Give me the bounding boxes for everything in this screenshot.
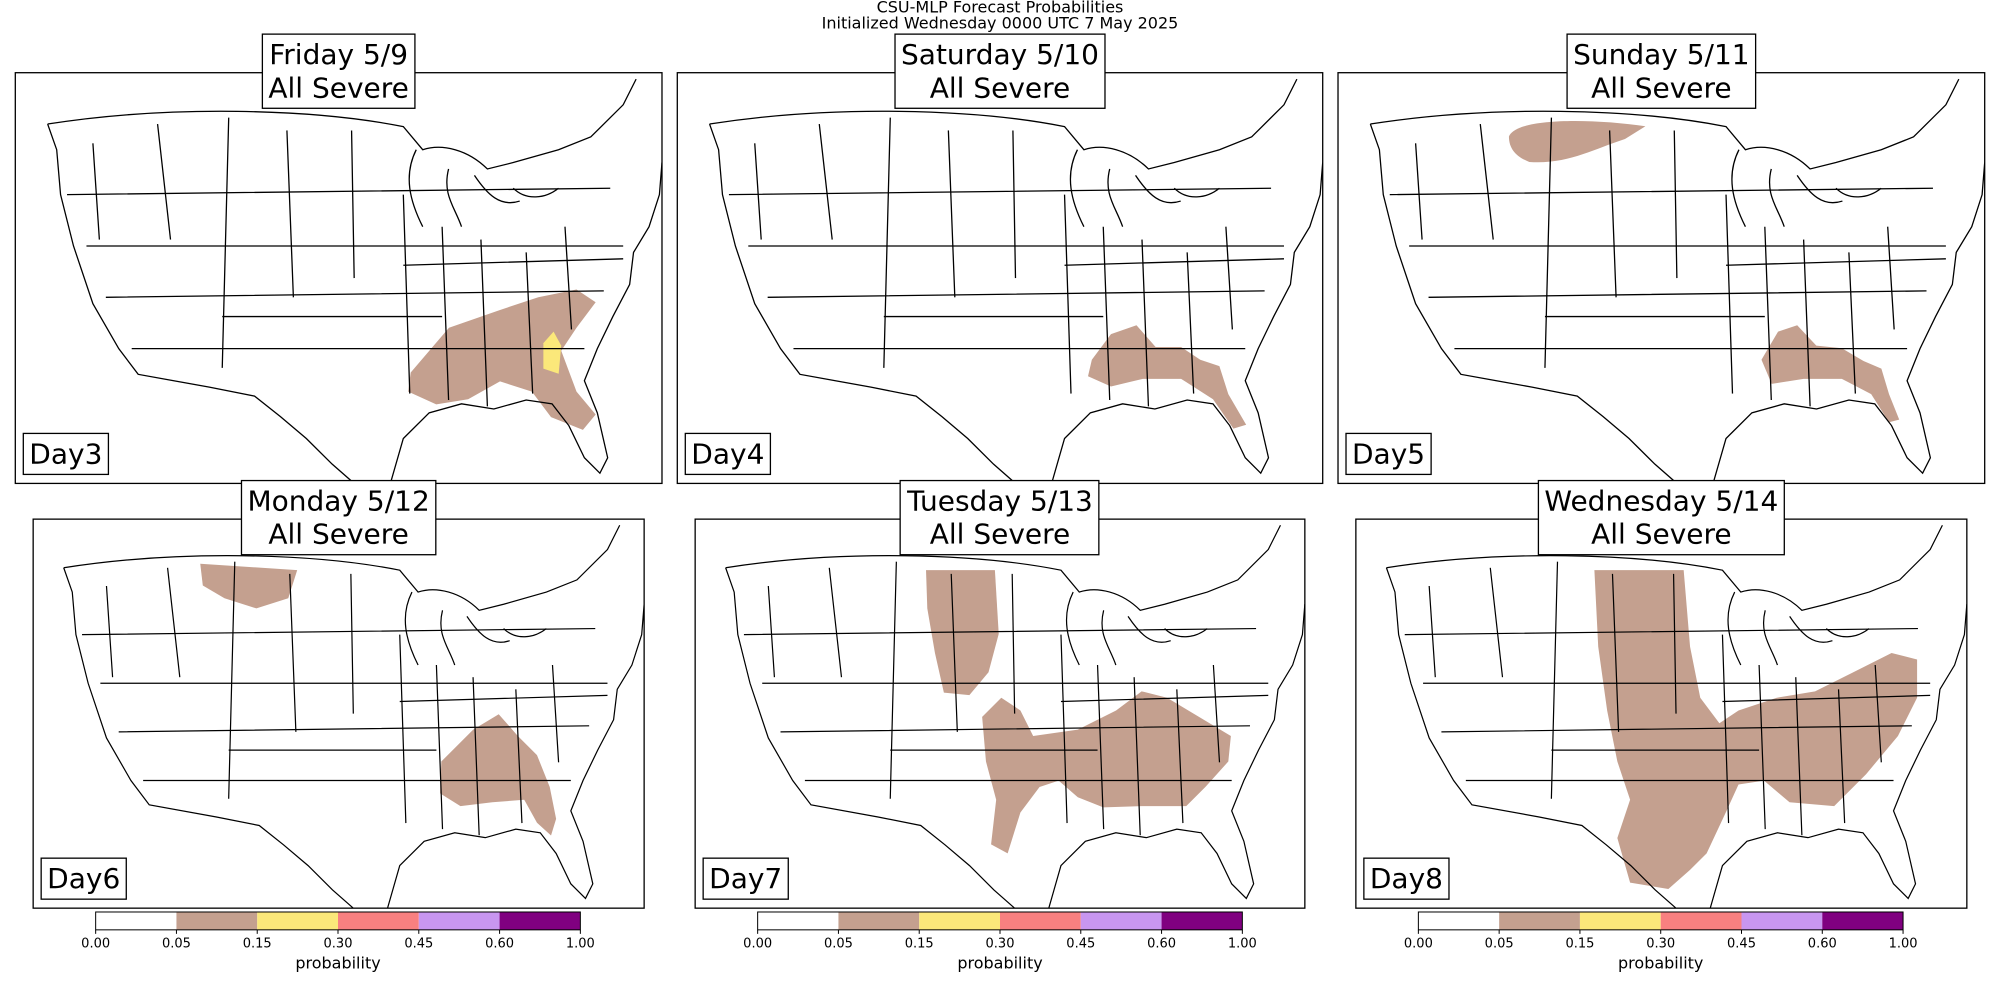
colorbar-segment: [1741, 911, 1823, 930]
colorbar-label: probability: [1618, 954, 1703, 973]
colorbar-tick-label: 0.05: [1485, 937, 1514, 952]
colorbar-segment: [1000, 911, 1081, 930]
colorbar-segment: [1418, 911, 1500, 930]
colorbar-tick-label: 0.05: [824, 937, 853, 952]
colorbar-segment: [838, 911, 920, 930]
colorbar-tick-label: 0.30: [324, 937, 353, 952]
colorbar-segment: [919, 911, 1000, 930]
colorbar-segment: [1499, 911, 1580, 930]
forecast-area: [982, 691, 1231, 854]
day-label: Day4: [691, 437, 764, 470]
colorbar-segment: [499, 911, 581, 930]
panel-subtitle: All Severe: [268, 518, 409, 551]
forecast-area: [1088, 325, 1247, 429]
colorbar-tick-label: 0.15: [243, 937, 272, 952]
colorbar-segment: [257, 911, 339, 930]
colorbar-tick-label: 0.00: [81, 937, 110, 952]
colorbar-tick-label: 0.05: [162, 937, 191, 952]
colorbar-segment: [1579, 911, 1661, 930]
map: [33, 519, 645, 909]
colorbar-segment: [1080, 911, 1162, 930]
colorbar-tick-label: 0.15: [905, 937, 934, 952]
forecast-area: [200, 563, 298, 609]
colorbar: 0.00 0.05 0.15 0.30 0.45 0.60 1.00 probability: [743, 911, 1257, 973]
colorbar-tick-label: 0.30: [986, 937, 1015, 952]
colorbar-tick-label: 0.15: [1565, 937, 1594, 952]
colorbar-label: probability: [295, 954, 380, 973]
day-label: Day6: [47, 862, 120, 895]
forecast-area: [440, 714, 557, 836]
panel-title: Tuesday 5/13: [906, 485, 1093, 518]
forecast-area: [1508, 121, 1646, 163]
colorbar-tick-label: 0.00: [1404, 937, 1433, 952]
forecast-area: [926, 570, 999, 696]
colorbar-tick-label: 0.30: [1646, 937, 1675, 952]
colorbar-tick-label: 1.00: [1889, 937, 1918, 952]
panel-title: Monday 5/12: [247, 485, 429, 518]
colorbar-label: probability: [957, 954, 1042, 973]
colorbar-segment: [176, 911, 258, 930]
colorbar-tick-label: 0.00: [743, 937, 772, 952]
colorbar-tick-label: 1.00: [1228, 937, 1257, 952]
figure-title: CSU-MLP Forecast Probabilities: [877, 0, 1124, 17]
panel-title: Sunday 5/11: [1573, 38, 1750, 71]
day-label: Day3: [29, 437, 102, 470]
colorbar-segment: [1660, 911, 1742, 930]
colorbar-tick-label: 0.60: [1808, 937, 1837, 952]
colorbar-tick-label: 1.00: [566, 937, 595, 952]
colorbar-segment: [757, 911, 839, 930]
colorbar-tick-label: 0.60: [485, 937, 514, 952]
panel-subtitle: All Severe: [930, 518, 1071, 551]
panel-title: Wednesday 5/14: [1544, 485, 1778, 518]
panel-subtitle: All Severe: [1591, 71, 1732, 104]
day-label: Day8: [1370, 862, 1443, 895]
panel-subtitle: All Severe: [1591, 518, 1732, 551]
colorbar-segment: [95, 911, 177, 930]
panel-title: Saturday 5/10: [901, 38, 1099, 71]
colorbar-segment: [1161, 911, 1243, 930]
colorbar-segment: [418, 911, 500, 930]
map: [15, 72, 662, 484]
map: [677, 72, 1323, 484]
panel-subtitle: All Severe: [930, 71, 1071, 104]
colorbar-tick-label: 0.60: [1147, 937, 1176, 952]
forecast-area: [1761, 325, 1900, 423]
forecast-area: [543, 331, 562, 374]
colorbar-tick-label: 0.45: [1066, 937, 1095, 952]
day-label: Day7: [709, 862, 782, 895]
colorbar: 0.00 0.05 0.15 0.30 0.45 0.60 1.00 probability: [1404, 911, 1918, 973]
colorbar-tick-label: 0.45: [404, 937, 433, 952]
panel-subtitle: All Severe: [268, 71, 409, 104]
forecast-area: [408, 289, 596, 430]
colorbar-tick-label: 0.45: [1727, 937, 1756, 952]
panel-title: Friday 5/9: [269, 38, 408, 71]
map: [1338, 72, 1985, 484]
map: [695, 519, 1305, 909]
day-label: Day5: [1352, 437, 1425, 470]
map: [1355, 519, 1967, 909]
figure-subtitle: Initialized Wednesday 0000 UTC 7 May 202…: [822, 14, 1179, 33]
colorbar: 0.00 0.05 0.15 0.30 0.45 0.60 1.00 probability: [81, 911, 595, 973]
colorbar-segment: [338, 911, 419, 930]
colorbar-segment: [1822, 911, 1904, 930]
